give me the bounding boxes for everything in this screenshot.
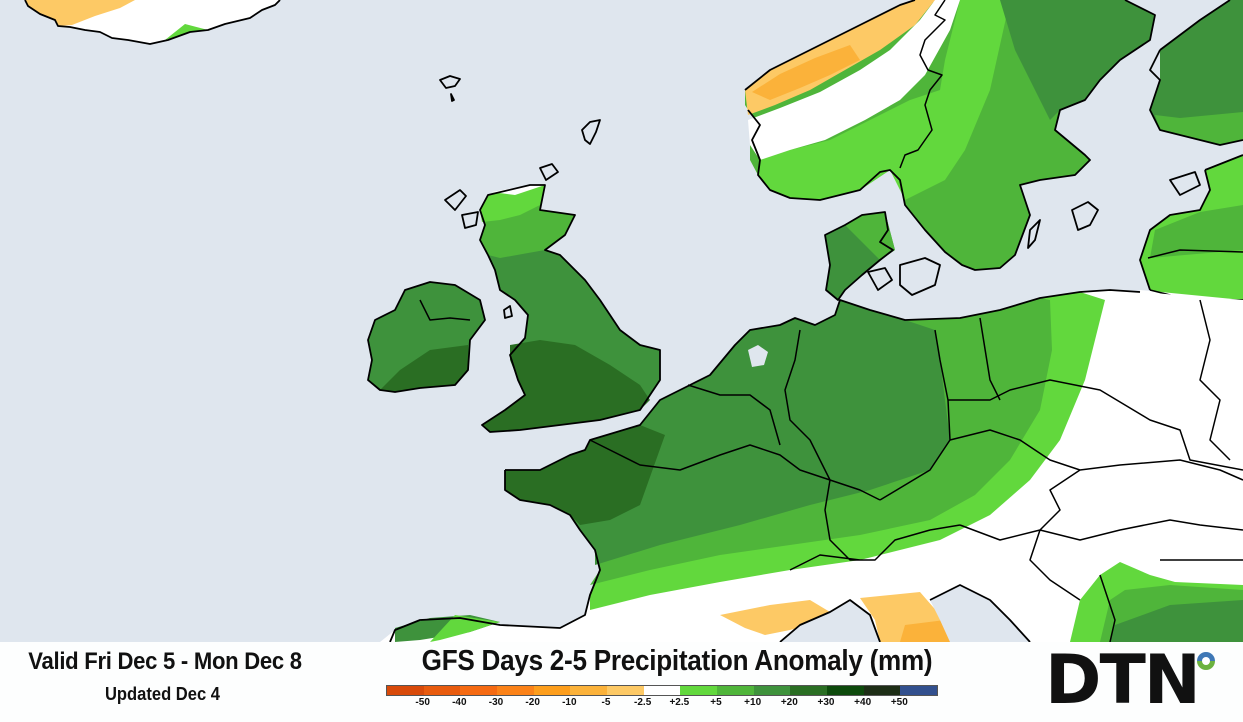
iceland <box>24 0 281 45</box>
precipitation-anomaly-map <box>24 0 1243 642</box>
legend-swatch <box>607 686 644 695</box>
legend-label: +5 <box>710 697 722 708</box>
color-legend <box>386 685 938 696</box>
legend-label: +30 <box>817 697 835 708</box>
legend-label: -5 <box>601 697 611 708</box>
legend-swatch <box>643 686 681 695</box>
central-europe <box>380 289 1243 642</box>
legend-label: -2.5 <box>634 697 652 708</box>
logo-text: DTN <box>1045 641 1201 720</box>
legend-label: -10 <box>562 697 577 708</box>
ring-dot-icon <box>1197 652 1215 670</box>
legend-swatch <box>680 686 718 695</box>
legend-label: +2.5 <box>669 697 690 708</box>
legend-label: +40 <box>854 697 872 708</box>
legend-swatch <box>387 686 424 695</box>
legend-swatch <box>423 686 461 695</box>
legend-swatch <box>790 686 828 695</box>
small-islands-north <box>439 75 601 181</box>
legend-swatch <box>533 686 571 695</box>
dtn-logo: DTN <box>1045 641 1235 720</box>
legend-label: -30 <box>488 697 504 708</box>
updated-date: Updated Dec 4 <box>104 684 221 704</box>
finland-baltics <box>1130 0 1243 320</box>
british-isles <box>367 184 661 433</box>
legend-swatch <box>827 686 864 695</box>
map-canvas <box>24 0 1243 642</box>
map-footer: Valid Fri Dec 5 - Mon Dec 8 Updated Dec … <box>0 641 1243 722</box>
legend-label: -20 <box>525 697 540 708</box>
legend-swatch <box>717 686 754 695</box>
legend-label: +10 <box>744 697 762 708</box>
legend-swatch <box>863 686 901 695</box>
legend-swatch <box>497 686 534 695</box>
legend-label: -50 <box>415 697 430 708</box>
scandinavia <box>744 0 1156 271</box>
legend-labels: -50 -40 -30 -20 -10 -5 -2.5 +2.5 +5 +10 +20 +30 +40 +… <box>386 697 936 711</box>
legend-swatch <box>753 686 791 695</box>
valid-period: Valid Fri Dec 5 - Mon Dec 8 <box>28 648 302 675</box>
legend-label: -40 <box>452 697 467 708</box>
map-title: GFS Days 2-5 Precipitation Anomaly (mm) <box>421 645 933 677</box>
legend-swatch <box>570 686 608 695</box>
legend-label: +50 <box>890 697 908 708</box>
legend-label: +20 <box>780 697 798 708</box>
legend-swatch <box>460 686 498 695</box>
denmark <box>824 211 941 301</box>
legend-swatch <box>900 686 938 695</box>
